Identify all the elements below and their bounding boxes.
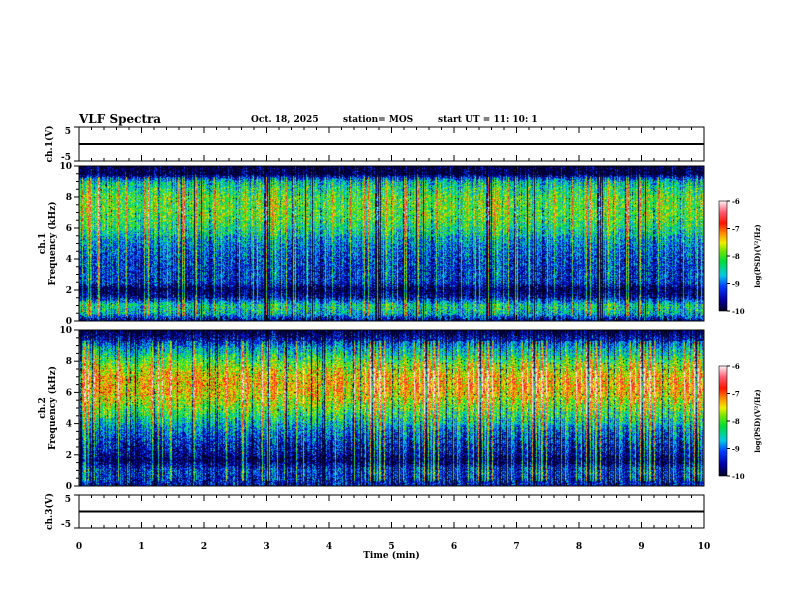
y-axis-label-frequency: Frequency (kHz) — [47, 366, 58, 450]
date-label: Oct. 18, 2025 — [251, 115, 319, 125]
ch2-colorbar — [719, 366, 727, 476]
colorbar-tick-label: -7 — [732, 390, 740, 399]
x-tick-label: 6 — [451, 542, 457, 552]
y-tick-label: 10 — [59, 162, 72, 172]
x-tick-label: 2 — [201, 542, 207, 552]
y-tick-label: 2 — [66, 451, 72, 461]
y-axis-label-channel: ch.1 — [38, 233, 48, 254]
panel-frame-2 — [78, 165, 705, 322]
y-tick-label: -5 — [61, 153, 71, 163]
y-axis-label: ch.1(V) — [44, 126, 55, 163]
y-axis-label: ch.3(V) — [44, 493, 55, 530]
x-axis-label: Time (min) — [363, 550, 420, 561]
y-tick-label: 4 — [66, 255, 72, 265]
y-axis-label-frequency: Frequency (kHz) — [47, 201, 58, 285]
colorbar-tick-label: -10 — [732, 307, 745, 316]
colorbar-tick-label: -10 — [732, 472, 745, 481]
x-tick-label: 8 — [576, 542, 582, 552]
colorbar-frame — [718, 200, 728, 312]
y-axis-label-channel: ch.2 — [38, 397, 48, 418]
y-tick-label: 0 — [66, 317, 72, 327]
y-tick-label: 4 — [66, 420, 72, 430]
x-tick-label: 4 — [326, 542, 332, 552]
start-time-label: start UT = 11: 10: 1 — [438, 115, 538, 125]
x-tick-label: 5 — [388, 542, 394, 552]
x-tick-label: 3 — [263, 542, 269, 552]
colorbar-tick-label: -7 — [732, 225, 740, 234]
colorbar-tick-label: -6 — [732, 362, 740, 371]
x-tick-label: 9 — [638, 542, 644, 552]
ch1-spectrogram — [79, 166, 704, 321]
x-tick-label: 1 — [138, 542, 144, 552]
figure-title: VLF Spectra — [79, 112, 162, 126]
x-tick-label: 7 — [513, 542, 519, 552]
colorbar-tick-label: -9 — [732, 280, 740, 289]
y-tick-label: 8 — [66, 193, 72, 203]
y-tick-label: 10 — [59, 326, 72, 336]
colorbar-label: log(PSD)(V²/Hz) — [753, 224, 762, 288]
station-label: station= MOS — [343, 115, 414, 125]
y-tick-label: 2 — [66, 286, 72, 296]
ch1-colorbar — [719, 201, 727, 311]
y-tick-label: 8 — [66, 357, 72, 367]
colorbar-tick-label: -8 — [732, 417, 740, 426]
colorbar-tick-label: -6 — [732, 197, 740, 206]
y-tick-label: 5 — [65, 127, 71, 137]
x-tick-label: 0 — [76, 542, 82, 552]
colorbar-label: log(PSD)(V²/Hz) — [753, 389, 762, 453]
x-tick-label: 10 — [698, 542, 711, 552]
ch2-spectrogram — [79, 330, 704, 486]
colorbar-tick-label: -9 — [732, 445, 740, 454]
y-tick-label: 6 — [66, 224, 72, 234]
colorbar-tick-label: -8 — [732, 252, 740, 261]
y-tick-label: 6 — [66, 388, 72, 398]
y-tick-label: 0 — [66, 482, 72, 492]
y-tick-label: 5 — [65, 495, 71, 505]
colorbar-frame — [718, 365, 728, 477]
y-tick-label: -5 — [61, 520, 71, 530]
panel-frame-3 — [78, 329, 705, 487]
